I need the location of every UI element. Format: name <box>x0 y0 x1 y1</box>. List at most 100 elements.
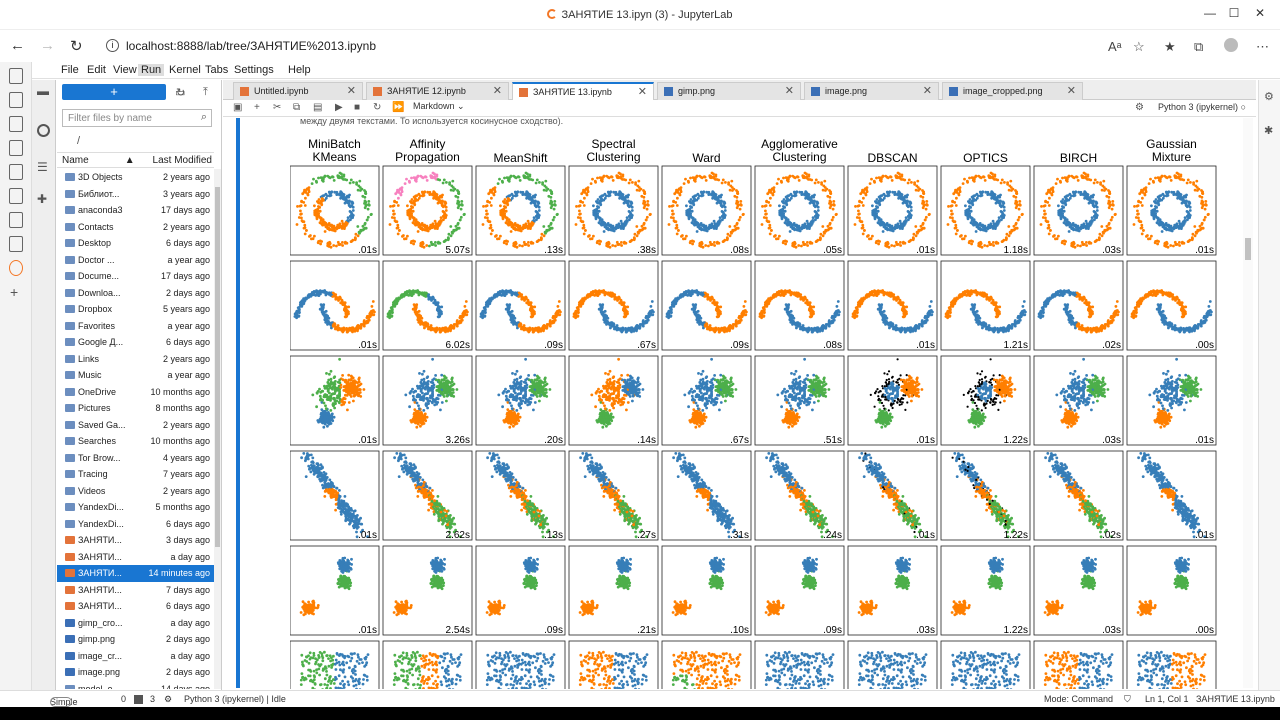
kernel-count[interactable]: 3 <box>150 694 155 704</box>
tab-5[interactable]: image.png ✕ <box>804 82 939 100</box>
back-button[interactable]: ← <box>10 37 25 54</box>
upload-icon[interactable]: ⤒ <box>203 86 208 99</box>
file-row[interactable]: Favorites a year ago <box>57 318 214 335</box>
close-tab-icon[interactable]: ✕ <box>347 83 356 99</box>
file-row[interactable]: Searches 10 months ago <box>57 433 214 450</box>
menu-run[interactable]: Run <box>138 64 165 76</box>
run-icon[interactable]: ▶ <box>335 102 343 113</box>
file-row[interactable]: Desktop 6 days ago <box>57 235 214 252</box>
run-all-icon[interactable]: ⏩ <box>392 102 404 113</box>
file-row[interactable]: ЗАНЯТИ... 14 minutes ago <box>57 565 214 582</box>
file-row[interactable]: Tracing 7 years ago <box>57 466 214 483</box>
property-inspector-icon[interactable]: ⚙ <box>1264 90 1274 103</box>
stop-icon[interactable]: ■ <box>354 102 360 113</box>
folder-icon[interactable]: ▬ <box>37 84 51 98</box>
menu-tabs[interactable]: Tabs <box>202 64 231 76</box>
file-row[interactable]: Tor Brow... 4 years ago <box>57 450 214 467</box>
more-icon[interactable]: ⋯ <box>1256 39 1269 55</box>
read-aloud-icon[interactable]: Aᵃ <box>1108 39 1122 54</box>
filter-input[interactable]: Filter files by name ⌕ <box>62 109 212 127</box>
file-row[interactable]: image_cr... a day ago <box>57 648 214 665</box>
page-icon[interactable] <box>9 164 23 180</box>
reload-button[interactable]: ↻ <box>70 37 83 55</box>
url-field[interactable]: i localhost:8888/lab/tree/ЗАНЯТИЕ%2013.ip… <box>100 35 1160 57</box>
page-icon[interactable] <box>9 236 23 252</box>
refresh-icon[interactable]: ↻ <box>176 86 185 99</box>
breadcrumb[interactable]: / <box>77 135 80 147</box>
file-row[interactable]: Dropbox 5 years ago <box>57 301 214 318</box>
menu-view[interactable]: View <box>110 64 140 76</box>
info-icon[interactable]: i <box>106 39 119 52</box>
scrollbar-thumb[interactable] <box>1245 238 1251 260</box>
close-window-button[interactable]: ✕ <box>1250 6 1270 24</box>
file-list-scrollbar[interactable] <box>214 169 221 689</box>
page-icon[interactable] <box>9 92 23 108</box>
modified-column-header[interactable]: Last Modified <box>153 155 212 166</box>
new-launcher-button[interactable]: + <box>62 84 166 100</box>
file-row[interactable]: Doctor ... a year ago <box>57 252 214 269</box>
file-row[interactable]: Music a year ago <box>57 367 214 384</box>
file-row[interactable]: Google Д... 6 days ago <box>57 334 214 351</box>
file-row[interactable]: Contacts 2 years ago <box>57 219 214 236</box>
scrollbar-thumb[interactable] <box>215 187 220 547</box>
kernel-indicator[interactable]: Python 3 (ipykernel) ○ <box>1158 102 1246 112</box>
close-tab-icon[interactable]: ✕ <box>923 83 932 99</box>
file-row[interactable]: 3D Objects 2 years ago <box>57 169 214 186</box>
file-row[interactable]: Videos 2 years ago <box>57 483 214 500</box>
tab-6[interactable]: image_cropped.png ✕ <box>942 82 1083 100</box>
toggle-switch[interactable] <box>50 697 72 707</box>
file-row[interactable]: image.png 2 days ago <box>57 664 214 681</box>
extension-icon[interactable]: ✚ <box>37 192 51 206</box>
favorites-icon[interactable]: ★ <box>1164 39 1176 55</box>
file-row[interactable]: gimp.png 2 days ago <box>57 631 214 648</box>
menu-kernel[interactable]: Kernel <box>166 64 204 76</box>
notebook-scrollbar[interactable] <box>1243 118 1253 688</box>
tab-4[interactable]: gimp.png ✕ <box>657 82 801 100</box>
toc-icon[interactable]: ☰ <box>37 160 51 174</box>
tab-1[interactable]: Untitled.ipynb ✕ <box>233 82 363 100</box>
add-tab-icon[interactable]: + <box>10 284 18 300</box>
terminal-count[interactable]: 0 <box>121 694 126 704</box>
file-row[interactable]: ЗАНЯТИ... 7 days ago <box>57 582 214 599</box>
tab-icon[interactable] <box>9 68 23 84</box>
new-folder-icon[interactable]: ▭ <box>175 86 185 99</box>
file-row[interactable]: Docume... 17 days ago <box>57 268 214 285</box>
file-row[interactable]: ЗАНЯТИ... 3 days ago <box>57 532 214 549</box>
copy-icon[interactable]: ⧉ <box>293 102 300 113</box>
file-row[interactable]: YandexDi... 6 days ago <box>57 516 214 533</box>
close-tab-icon[interactable]: ✕ <box>638 84 647 100</box>
menu-help[interactable]: Help <box>285 64 314 76</box>
menu-edit[interactable]: Edit <box>84 64 109 76</box>
cursor-position[interactable]: Ln 1, Col 1 <box>1145 694 1189 704</box>
restart-icon[interactable]: ↻ <box>373 102 381 113</box>
file-row[interactable]: Библиот... 3 years ago <box>57 186 214 203</box>
menu-settings[interactable]: Settings <box>231 64 277 76</box>
close-tab-icon[interactable]: ✕ <box>1067 83 1076 99</box>
file-row[interactable]: Downloa... 2 days ago <box>57 285 214 302</box>
file-row[interactable]: Saved Ga... 2 years ago <box>57 417 214 434</box>
kernel-status[interactable]: Python 3 (ipykernel) | Idle <box>184 694 286 704</box>
maximize-button[interactable]: ☐ <box>1224 6 1244 24</box>
page-icon[interactable] <box>9 188 23 204</box>
cell-type-select[interactable]: Markdown ⌄ <box>413 101 465 112</box>
close-tab-icon[interactable]: ✕ <box>493 83 502 99</box>
file-row[interactable]: ЗАНЯТИ... 6 days ago <box>57 598 214 615</box>
profile-avatar[interactable] <box>1224 38 1238 52</box>
add-favorite-icon[interactable]: ☆ <box>1133 39 1145 55</box>
file-row[interactable]: OneDrive 10 months ago <box>57 384 214 401</box>
minimize-button[interactable]: — <box>1200 6 1220 24</box>
file-row[interactable]: Links 2 years ago <box>57 351 214 368</box>
close-tab-icon[interactable]: ✕ <box>785 83 794 99</box>
cut-icon[interactable]: ✂ <box>273 102 281 113</box>
file-row[interactable]: gimp_cro... a day ago <box>57 615 214 632</box>
page-icon[interactable] <box>9 140 23 156</box>
collections-icon[interactable]: ⧉ <box>1194 39 1203 55</box>
tab-3[interactable]: ЗАНЯТИЕ 13.ipynb ✕ <box>512 82 654 101</box>
page-icon[interactable] <box>9 212 23 228</box>
file-row[interactable]: model_e... 14 days ago <box>57 681 214 689</box>
name-column-header[interactable]: Name ▲ <box>62 155 135 166</box>
save-icon[interactable]: ▣ <box>233 102 242 113</box>
jupyter-tab-icon[interactable] <box>9 260 23 276</box>
gear-icon[interactable]: ⚙ <box>1135 102 1144 113</box>
page-icon[interactable] <box>9 116 23 132</box>
